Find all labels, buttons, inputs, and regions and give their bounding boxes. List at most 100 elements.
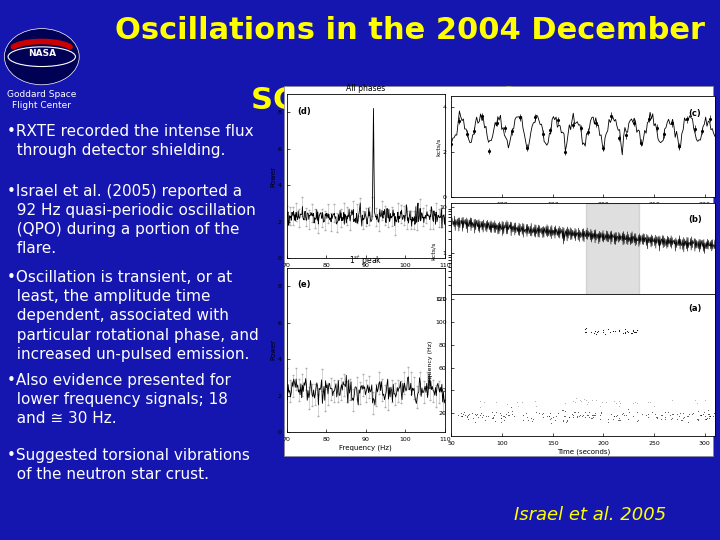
Point [677,409,688,418]
Point [456,411,468,420]
Point [529,397,541,406]
Point [628,412,639,421]
Point [631,408,643,416]
Point [479,415,490,424]
Point [583,408,595,417]
Point [456,412,468,421]
Point [544,415,556,423]
Point [612,416,624,425]
Point [650,413,662,422]
Point [469,418,481,427]
Point [552,408,564,417]
Point [570,394,582,402]
Point [607,327,618,336]
Point [526,417,537,426]
X-axis label: Time (seconds): Time (seconds) [557,449,610,455]
Point [533,409,544,417]
Point [683,409,695,418]
Point [462,412,473,421]
Point [696,411,707,420]
Point [632,416,644,424]
Point [495,417,507,426]
Point [700,412,711,421]
Point [572,411,583,420]
Point [673,411,685,420]
Text: (b): (b) [688,215,702,224]
Point [474,411,485,420]
Point [616,410,628,418]
Point [452,410,464,419]
Point [582,397,594,406]
Point [652,412,663,421]
Text: •Also evidence presented for
  lower frequency signals; 18
  and ≅ 30 Hz.: •Also evidence presented for lower frequ… [7,373,231,426]
Point [700,395,711,404]
Point [614,398,626,407]
Point [572,407,584,416]
Point [587,410,598,419]
Point [589,329,600,338]
Point [611,411,622,420]
Point [627,399,639,407]
Point [544,409,556,417]
Point [687,409,698,417]
Point [608,412,620,421]
Point [665,415,677,424]
Point [521,413,533,422]
Point [681,412,693,421]
Point [590,327,601,335]
Text: •RXTE recorded the intense flux
  through detector shielding.: •RXTE recorded the intense flux through … [7,124,254,158]
Point [510,398,522,407]
Point [694,411,706,420]
Point [649,402,660,410]
Point [610,326,621,335]
Point [487,413,498,422]
Point [581,400,593,408]
Point [550,411,562,420]
Point [596,398,608,407]
Point [693,416,704,424]
Point [474,396,486,405]
Point [505,409,517,418]
Point [623,408,634,416]
Point [521,409,532,417]
Point [618,410,629,419]
Point [671,414,683,423]
Point [577,411,588,420]
Y-axis label: Frequency (Hz): Frequency (Hz) [428,341,433,388]
Point [597,326,608,334]
Point [516,397,528,406]
Point [646,408,657,416]
Point [667,413,678,422]
Point [559,412,570,421]
Point [660,413,671,422]
Point [608,412,620,421]
Text: (c): (c) [688,109,701,118]
Point [455,409,467,417]
Point [618,409,629,417]
Point [627,326,639,334]
Point [590,329,602,338]
Point [595,409,607,417]
Point [559,399,571,407]
Point [458,410,469,418]
Point [631,325,642,334]
Point [678,413,690,421]
Point [666,395,678,404]
Point [486,408,498,416]
Point [558,406,570,415]
Point [579,328,590,336]
Point [708,411,719,420]
Point [489,417,500,426]
Point [563,412,575,421]
Point [619,325,631,334]
Point [462,415,474,424]
Text: (e): (e) [297,280,311,289]
Text: Israel et al. 2005: Israel et al. 2005 [514,506,667,524]
Point [629,328,640,336]
Point [587,413,598,422]
Point [611,398,622,407]
Point [643,398,654,407]
Point [676,416,688,424]
Point [547,413,559,422]
Point [455,411,467,420]
